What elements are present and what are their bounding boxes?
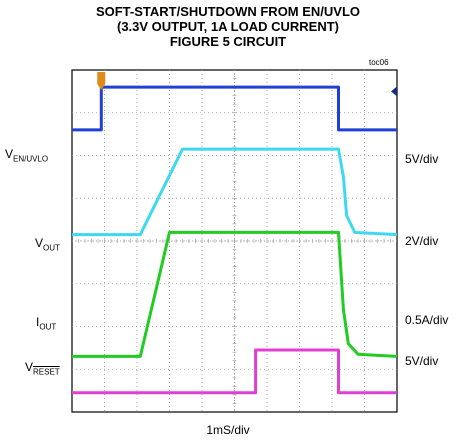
scale-iout: 0.5A/div (405, 313, 449, 327)
trace-vout (72, 147, 398, 237)
chart-title: SOFT-START/SHUTDOWN FROM EN/UVLO (3.3V O… (0, 4, 456, 49)
label-vout: VOUT (35, 236, 60, 253)
title-line-2: (3.3V OUTPUT, 1A LOAD CURRENT) (117, 19, 339, 34)
title-line-1: SOFT-START/SHUTDOWN FROM EN/UVLO (95, 4, 361, 19)
figure-id: toc06 (369, 58, 389, 67)
title-line-3: FIGURE 5 CIRCUIT (169, 34, 287, 49)
scale-ven: 5V/div (405, 152, 439, 166)
trace-en (72, 85, 397, 132)
trigger-level-marker (391, 86, 397, 97)
label-vreset: VRESET (25, 360, 60, 377)
scale-vreset: 5V/div (405, 354, 439, 368)
x-axis-label: 1mS/div (206, 423, 250, 437)
trace-vreset (72, 348, 397, 395)
trigger-marker (97, 72, 106, 90)
label-ven-uvlo: VEN/UVLO (5, 147, 49, 164)
scale-vout: 2V/div (405, 234, 439, 248)
trace-iout (72, 230, 398, 358)
label-iout: IOUT (36, 315, 57, 332)
